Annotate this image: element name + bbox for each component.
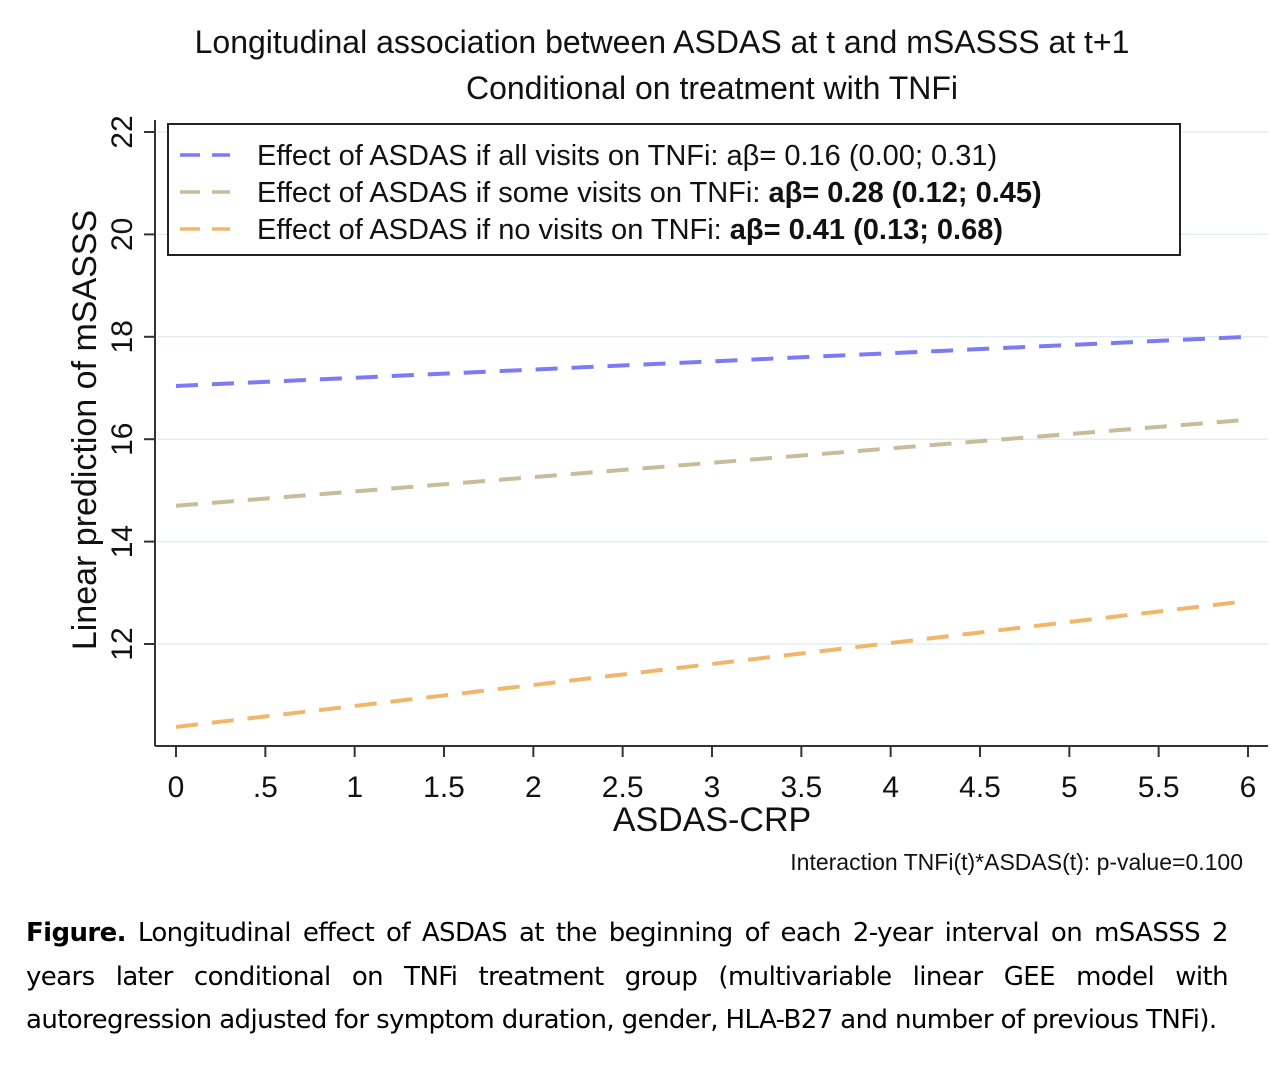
x-axis-label: ASDAS-CRP [613,801,811,839]
x-tick-label: 2 [525,771,542,804]
y-tick-label: 16 [106,423,139,456]
axis-ticks: 12 14 16 18 20 22 0 .5 1 1.5 2 2.5 3 3.5 4 4.5 5 5.5 6 [106,115,1256,804]
x-tick-label: 6 [1240,771,1257,804]
legend: Effect of ASDAS if all visits on TNFi: a… [167,123,1181,256]
legend-label-some: Effect of ASDAS if some visits on TNFi: … [257,177,1042,209]
x-tick-label: .5 [253,771,278,804]
figure-caption: Figure. Longitudinal effect of ASDAS at … [26,912,1229,1043]
y-tick-label: 12 [106,627,139,660]
interaction-note: Interaction TNFi(t)*ASDAS(t): p-value=0.… [790,849,1243,875]
series-line-some [175,417,1249,508]
x-tick-label: 4 [882,771,899,804]
series-lines [175,334,1249,729]
y-tick-label: 20 [106,218,139,251]
chart-title-line-1: Longitudinal association between ASDAS a… [195,24,1130,60]
x-tick-label: 0 [168,771,185,804]
x-tick-label: 5.5 [1138,771,1180,804]
x-tick-label: 3.5 [780,771,822,804]
legend-label-all: Effect of ASDAS if all visits on TNFi: a… [257,140,997,172]
y-tick-label: 22 [106,115,139,148]
y-tick-label: 18 [106,320,139,353]
caption-text: Longitudinal effect of ASDAS at the begi… [26,918,1229,1035]
legend-box [167,123,1181,256]
legend-label-text: Effect of ASDAS if some visits on TNFi: [257,177,768,209]
legend-label-text: Effect of ASDAS if no visits on TNFi: [257,214,730,246]
x-tick-label: 1.5 [423,771,465,804]
series-line-none [175,599,1249,729]
x-tick-label: 4.5 [959,771,1001,804]
x-tick-label: 2.5 [602,771,644,804]
chart-title-line-2: Conditional on treatment with TNFi [466,70,958,106]
legend-label-estimate: aβ= 0.41 (0.13; 0.68) [730,214,1003,246]
y-axis-label: Linear prediction of mSASSS [66,210,104,650]
x-tick-label: 3 [704,771,721,804]
legend-label-none: Effect of ASDAS if no visits on TNFi: aβ… [257,214,1003,246]
y-tick-label: 14 [106,525,139,558]
x-tick-label: 1 [346,771,363,804]
legend-label-text: Effect of ASDAS if all visits on TNFi: a… [257,140,997,172]
legend-label-estimate: aβ= 0.28 (0.12; 0.45) [768,177,1041,209]
series-line-all [175,334,1249,388]
x-tick-label: 5 [1061,771,1078,804]
caption-lead: Figure. [26,918,127,948]
